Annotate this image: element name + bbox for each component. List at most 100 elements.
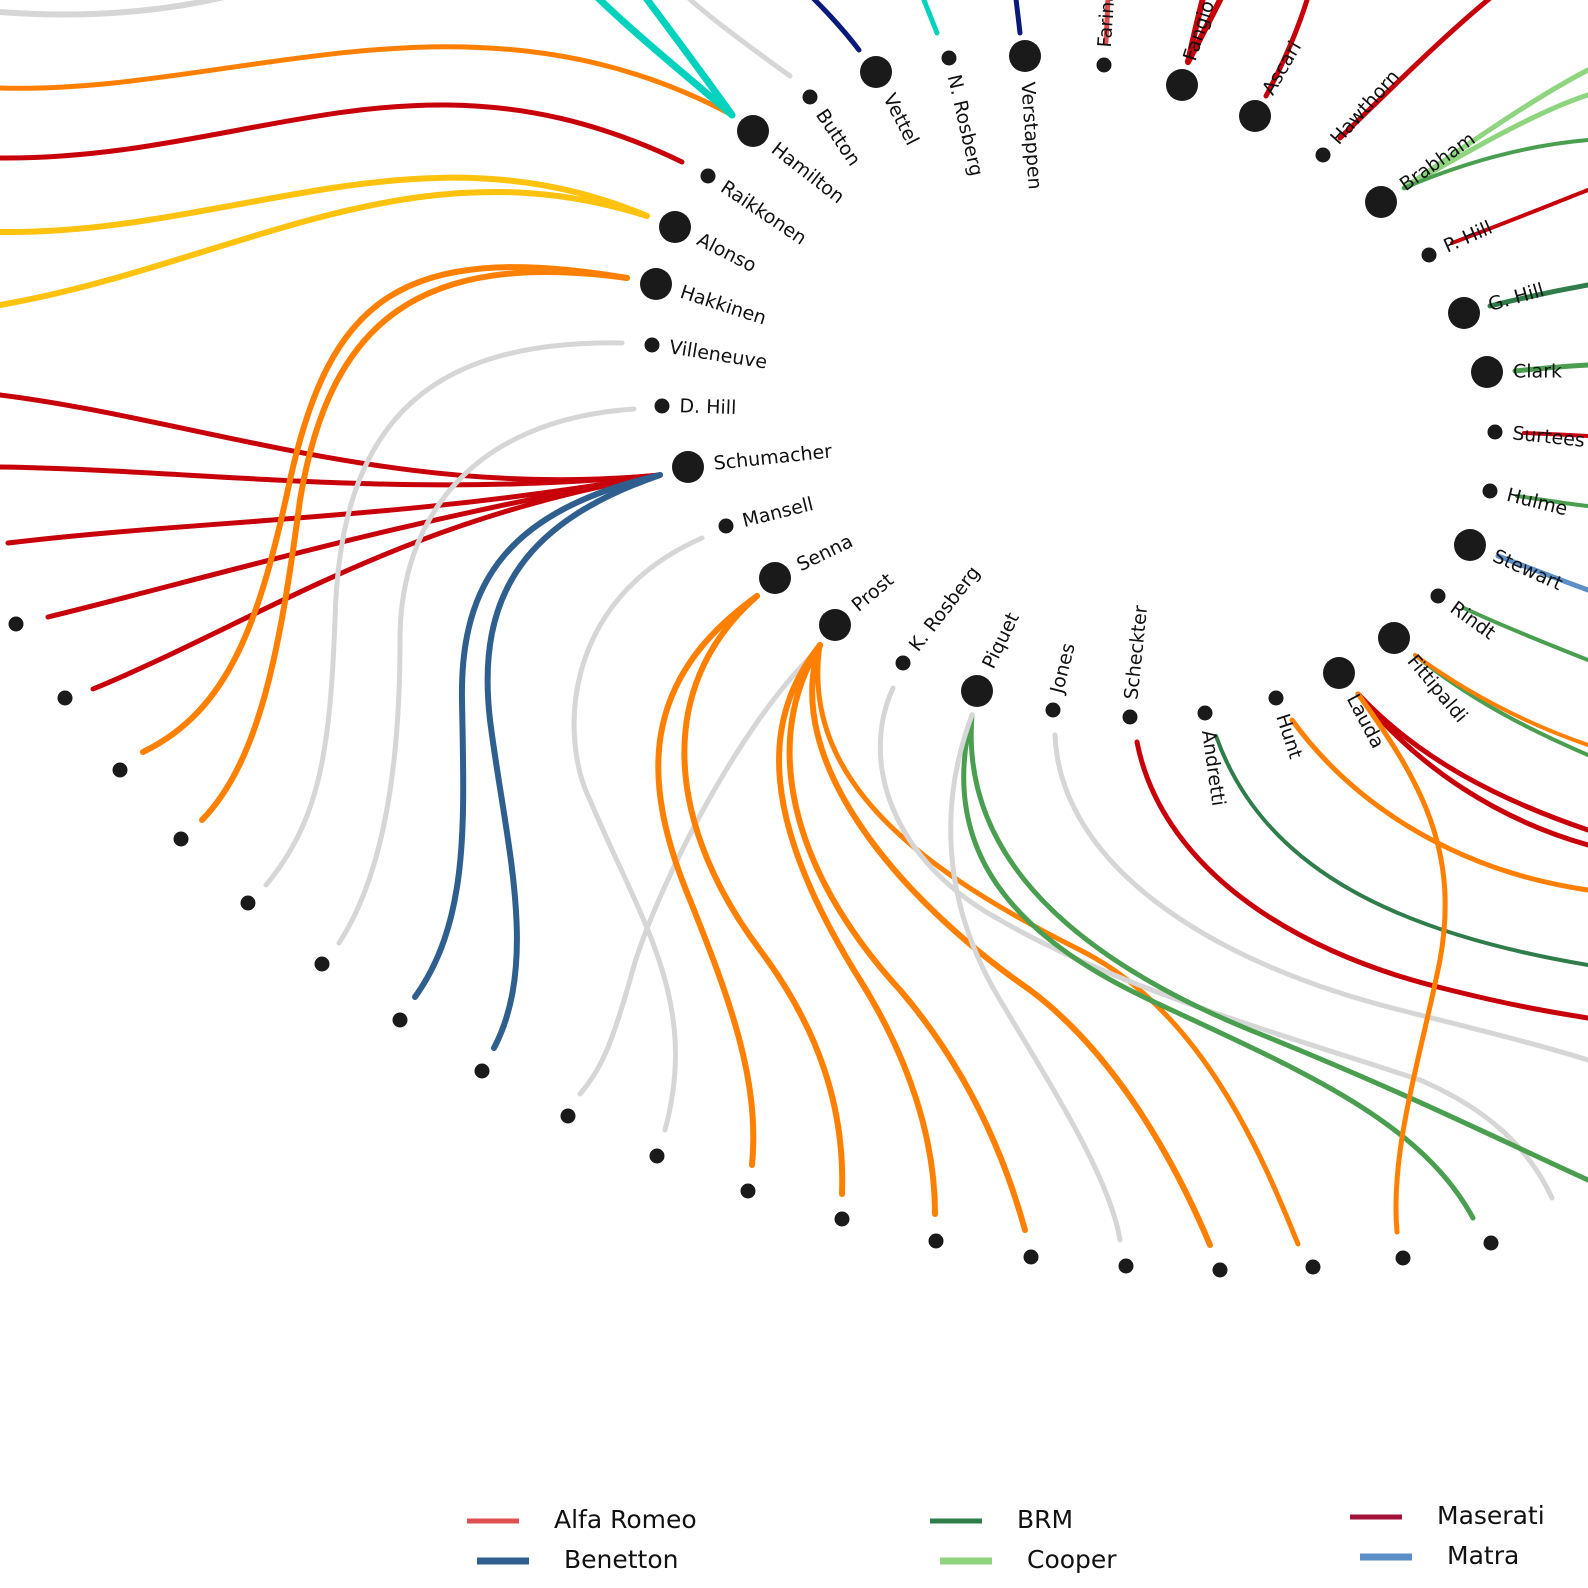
driver-node-senna[interactable] [759,562,791,594]
driver-node-n-rosberg[interactable] [941,50,957,66]
link-ferrari-56 [1355,691,1588,848]
driver-label-hawthorn: Hawthorn [1326,66,1404,149]
driver-node-verstappen[interactable] [1009,40,1041,72]
driver-label-g-hill: G. Hill [1486,279,1547,316]
driver-node-button[interactable] [802,89,818,105]
link-mclaren-42 [681,593,846,1197]
link-ferrari-19 [1450,188,1588,245]
driver-label-n-rosberg: N. Rosberg [943,72,988,178]
driver-label-raikkonen: Raikkonen [717,176,811,249]
driver-label-schumacher: Schumacher [713,440,834,474]
team-node-14[interactable] [1118,1258,1134,1274]
driver-label-vettel: Vettel [878,90,923,149]
link-lotus-25 [1462,606,1588,662]
link-williams-47 [877,685,1555,1201]
driver-label-farina: Farina [1094,0,1120,48]
driver-label-villeneuve: Villeneuve [668,336,769,373]
driver-node-raikkonen[interactable] [700,168,716,184]
legend: Alfa Romeo Benetton BRM Cooper Maserati Matra [467,1501,1545,1574]
link-ferrari-30 [5,472,663,546]
driver-node-hawthorn[interactable] [1315,147,1331,163]
team-node-9[interactable] [649,1148,665,1164]
legend-label-maserati: Maserati [1437,1501,1545,1530]
link-williams-0 [0,0,225,18]
team-node-13[interactable] [1023,1249,1039,1265]
link-brm-20 [1487,282,1588,309]
driver-node-farina[interactable] [1096,57,1112,73]
team-node-5[interactable] [314,956,330,972]
driver-node-stewart[interactable] [1454,529,1486,561]
link-ferrari-14 [1263,0,1310,99]
driver-label-hunt: Hunt [1271,711,1306,761]
driver-node-fangio[interactable] [1166,69,1198,101]
driver-label-prost: Prost [848,569,899,616]
driver-node-hunt[interactable] [1268,690,1284,706]
driver-node-mansell[interactable] [718,518,734,534]
driver-node-hamilton[interactable] [737,115,769,147]
team-node-1[interactable] [57,690,73,706]
link-mclaren-57 [1355,691,1448,1235]
driver-node-vettel[interactable] [860,56,892,88]
link-ferrari-32 [90,472,663,692]
driver-node-piquet[interactable] [961,675,993,707]
driver-node-schumacher[interactable] [672,451,704,483]
driver-label-hulme: Hulme [1504,484,1569,520]
link-ferrari-5 [0,102,685,165]
driver-node-ascari[interactable] [1239,100,1271,132]
team-node-16[interactable] [1305,1259,1321,1275]
driver-node-brabham[interactable] [1365,186,1397,218]
driver-node-prost[interactable] [819,609,851,641]
team-node-12[interactable] [928,1233,944,1249]
driver-node-rindt[interactable] [1430,588,1446,604]
driver-node-surtees[interactable] [1487,424,1503,440]
driver-label-verstappen: Verstappen [1016,81,1045,190]
link-mclaren-54 [1289,717,1588,893]
driver-node-scheckter[interactable] [1122,709,1138,725]
driver-node-lauda[interactable] [1323,657,1355,689]
team-node-2[interactable] [112,762,128,778]
team-node-18[interactable] [1483,1235,1499,1251]
link-mercedes-4 [643,0,736,119]
link-williams-39 [571,535,705,1133]
link-williams-36 [336,406,637,946]
team-node-15[interactable] [1212,1262,1228,1278]
legend-label-matra: Matra [1447,1541,1519,1570]
driver-node-alonso[interactable] [659,211,691,243]
link-williams-40 [577,645,823,1097]
driver-node-villeneuve[interactable] [644,337,660,353]
team-node-6[interactable] [392,1012,408,1028]
link-mclaren-45 [809,642,1213,1248]
driver-node-jones[interactable] [1045,702,1061,718]
link-ferrari-31 [45,472,663,620]
driver-node-g-hill[interactable] [1448,297,1480,329]
driver-node-clark[interactable] [1471,356,1503,388]
link-mclaren-34 [199,269,630,823]
link-mclaren-41 [655,593,760,1168]
driver-node-andretti[interactable] [1197,705,1213,721]
team-node-7[interactable] [474,1063,490,1079]
driver-node-hakkinen[interactable] [640,268,672,300]
link-ferrari-55 [1355,691,1588,833]
team-node-4[interactable] [240,895,256,911]
driver-node-fittipaldi[interactable] [1378,622,1410,654]
nodes-layer [8,40,1503,1278]
driver-node-hulme[interactable] [1482,483,1498,499]
legend-label-brm: BRM [1017,1505,1073,1534]
driver-label-clark: Clark [1513,361,1562,383]
team-node-17[interactable] [1395,1250,1411,1266]
link-mclaren-2 [0,44,735,118]
link-williams-50 [948,712,1123,1243]
team-node-3[interactable] [173,831,189,847]
driver-node-p-hill[interactable] [1421,247,1437,263]
driver-node-d-hill[interactable] [654,398,670,414]
link-mercedes-3 [595,0,736,119]
team-node-8[interactable] [560,1108,576,1124]
driver-label-scheckter: Scheckter [1120,604,1152,701]
legend-label-alfa-romeo: Alfa Romeo [554,1505,697,1534]
driver-label-rindt: Rindt [1446,597,1499,644]
team-node-11[interactable] [834,1211,850,1227]
driver-label-piquet: Piquet [978,609,1024,672]
driver-node-k-rosberg[interactable] [895,655,911,671]
team-node-0[interactable] [8,616,24,632]
team-node-10[interactable] [740,1183,756,1199]
